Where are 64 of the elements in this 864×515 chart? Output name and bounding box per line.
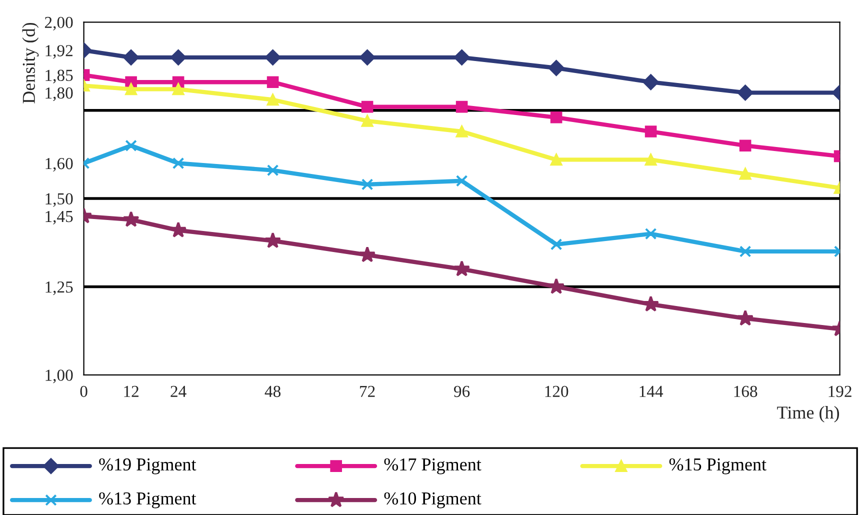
point (548, 278, 565, 294)
point (456, 100, 468, 113)
point (125, 83, 137, 96)
x-tick-label: 120 (545, 386, 568, 398)
x-tick-label: 72 (360, 386, 375, 397)
point (359, 246, 376, 262)
y-tick-label: 1,25 (46, 281, 73, 296)
point (172, 157, 184, 170)
point (739, 140, 752, 152)
x-tick-label: 12 (124, 386, 138, 397)
point (737, 84, 754, 101)
x-tick-label: 192 (828, 386, 852, 398)
point (170, 222, 187, 238)
point (548, 60, 564, 76)
y-tick-label: 1,92 (46, 45, 72, 59)
point (170, 50, 186, 66)
y-tick-label: 1,80 (46, 87, 73, 102)
x-tick-label: 144 (640, 386, 664, 397)
point (264, 232, 282, 248)
point (642, 74, 659, 90)
y-axis-title: Density (d) (22, 22, 39, 104)
x-tick-label: 24 (170, 386, 186, 397)
y-tick-label: 1,45 (46, 210, 73, 225)
legend-label: %15 Pigment (669, 458, 766, 474)
point (266, 164, 279, 176)
point (642, 296, 660, 312)
x-axis-title: Time (h) (777, 406, 840, 422)
point (361, 178, 374, 190)
point (550, 154, 562, 166)
legend-label: %10 Pigment (384, 492, 482, 508)
legend-label: %19 Pigment (99, 458, 196, 474)
point (361, 115, 374, 127)
y-tick-label: 1,85 (46, 70, 73, 84)
point (125, 140, 137, 152)
x-tick-label: 0 (80, 386, 88, 398)
point (454, 50, 470, 66)
point (122, 211, 140, 227)
point (264, 50, 281, 66)
point (123, 50, 139, 66)
point (454, 260, 470, 276)
point (550, 238, 562, 250)
point (266, 76, 279, 88)
point (361, 100, 374, 113)
x-tick-label: 96 (454, 386, 470, 398)
y-tick-label: 1,00 (46, 370, 73, 384)
point (644, 126, 657, 138)
point (550, 111, 562, 124)
y-tick-label: 1,50 (46, 193, 73, 207)
point (644, 228, 657, 240)
point (644, 154, 657, 166)
point (456, 174, 468, 187)
point (266, 94, 279, 106)
point (739, 246, 752, 258)
point (737, 310, 754, 326)
point (739, 168, 752, 180)
x-tick-label: 168 (734, 386, 758, 398)
legend-label: %13 Pigment (99, 492, 196, 508)
x-tick-label: 48 (264, 386, 281, 398)
point (172, 83, 184, 96)
point (359, 50, 376, 66)
point (456, 126, 468, 138)
y-tick-label: 1,60 (46, 158, 73, 172)
y-tick-label: 2,00 (44, 16, 73, 30)
legend-label: %17 Pigment (384, 458, 482, 474)
